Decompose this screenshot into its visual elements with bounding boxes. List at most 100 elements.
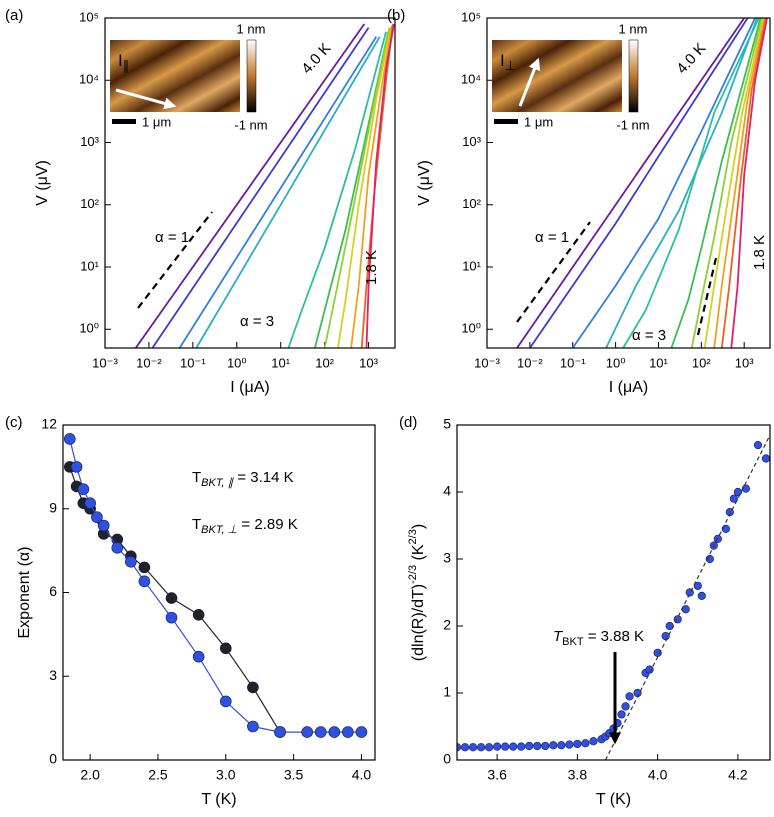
y-tick-label: 10⁴ [461,72,481,87]
plot-frame [456,424,771,761]
y-tick-label: 4 [443,483,451,499]
y-tick-label: 10² [80,196,99,211]
current-arrow [115,88,177,110]
x-axis-label: T (K) [596,791,631,808]
x-tick-label: 2.0 [80,767,100,783]
data-point [581,739,590,748]
data-point [301,726,313,738]
panel-label: (b) [387,7,405,24]
x-tick-label: 10⁻¹ [560,355,586,370]
annotation: α = 1 [155,229,189,246]
data-point [165,611,178,624]
annotation: α = 3 [240,313,274,330]
y-tick-label: 10⁰ [461,321,481,336]
curve [287,31,387,348]
x-tick-label: 10⁻³ [474,355,500,370]
panel-label: (d) [399,414,417,431]
x-tick-label: 10⁻² [517,355,543,370]
data-point [192,609,205,621]
x-tick-label: 4.0 [648,767,668,783]
curve [134,23,366,348]
x-tick-label: 10⁻² [136,355,162,370]
y-tick-label: 0 [443,751,451,767]
x-tick-label: 4.0 [352,767,372,783]
y-tick-label: 0 [49,751,57,767]
curve [720,18,767,348]
data-point [697,591,706,600]
data-point [84,497,96,509]
plot-area [134,23,395,348]
data-point [729,494,738,503]
annotation-text: = 3.88 K [584,628,644,645]
panel-label: (c) [5,414,23,431]
slope-guide [137,211,213,309]
data-point [493,742,502,751]
data-point [247,681,259,694]
x-axis-label: T (K) [201,791,236,808]
annotation: α = 1 [535,229,569,246]
plot-frame [486,17,771,349]
data-point [509,742,518,751]
y-tick-label: 10⁵ [461,9,481,24]
data-point [138,575,151,588]
data-point [314,726,327,738]
data-point [247,720,259,733]
data-point [328,726,341,738]
x-tick-label: 3.5 [284,767,304,783]
afm-image [110,40,240,112]
data-point [219,695,232,708]
y-axis-label: (dln(R)/dT)-2/3 (K2/3) [407,524,427,661]
current-label: I∥ [118,51,129,73]
y-tick-label: 10¹ [80,258,99,273]
data-point [468,743,478,752]
scale-bar [112,119,136,124]
curve [730,18,768,348]
annotation-symbol: T [192,516,201,533]
data-point [342,726,354,738]
x-tick-label: 3.6 [487,767,507,783]
fit-line [604,434,770,760]
annotation-subscript: BKT [562,636,584,648]
data-point [274,726,286,738]
data-point [733,487,742,497]
data-point [557,741,566,750]
scale-bar-label: 1 μm [142,114,171,129]
curve [670,18,762,348]
data-point [111,542,124,554]
current-subscript: ⊥ [505,58,516,73]
current-label: I⊥ [500,51,516,73]
data-point [219,642,232,655]
y-tick-label: 10³ [462,134,481,149]
curve [178,36,378,348]
curve [703,18,765,348]
afm-image [492,40,622,112]
y-tick-label: 5 [443,416,451,432]
y-tick-label: 10¹ [462,258,481,273]
data-point [625,692,634,701]
curve [622,18,760,348]
data-point [476,743,486,752]
x-tick-label: 10³ [735,355,754,370]
data-point [645,665,654,674]
data-point [533,741,542,751]
data-point [91,511,103,523]
current-symbol: I [500,51,505,70]
slope-guide [696,257,718,336]
annotation-symbol: T [192,469,201,486]
annotation-symbol: T [553,628,564,645]
data-point [63,433,76,445]
curve [365,23,395,348]
x-axis-label: I (μA) [609,379,648,396]
color-bar-max: 1 nm [237,21,266,36]
x-tick-label: 10¹ [649,355,668,370]
plot-area [516,18,768,348]
annotation: TBKT, ∥ = 3.14 K [192,469,294,489]
curve [350,25,393,348]
color-bar [628,39,639,113]
annotation-text: = 2.89 K [237,516,297,533]
y-tick-label: 9 [49,499,57,515]
data-point [517,742,526,751]
y-tick-label: 1 [443,684,451,700]
data-point [761,454,770,463]
